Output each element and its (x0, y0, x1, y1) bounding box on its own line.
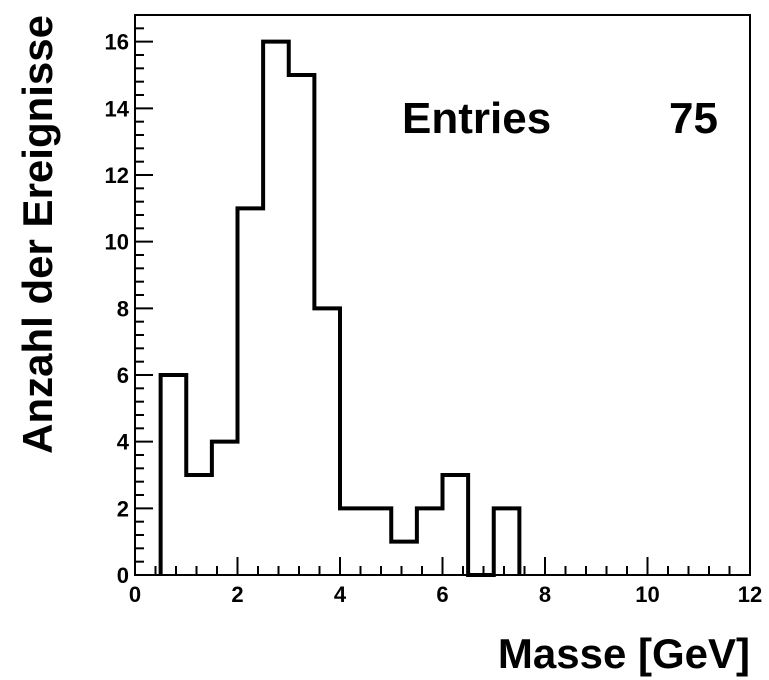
y-tick-label: 10 (105, 230, 129, 255)
y-tick-label: 14 (105, 96, 130, 121)
y-tick-label: 8 (117, 296, 129, 321)
y-axis-title: Anzahl der Ereignisse (14, 15, 61, 454)
x-tick-label: 0 (129, 582, 141, 607)
y-tick-label: 0 (117, 563, 129, 588)
histogram-series (158, 39, 522, 577)
x-tick-label: 8 (539, 582, 551, 607)
y-tick-label: 6 (117, 363, 129, 388)
x-axis-title: Masse [GeV] (498, 630, 750, 677)
y-tick-label: 16 (105, 30, 129, 55)
x-tick-label: 12 (738, 582, 762, 607)
x-tick-label: 6 (436, 582, 448, 607)
y-tick-label: 12 (105, 163, 129, 188)
stats-entries-value: 75 (669, 94, 718, 143)
plot-frame (134, 14, 751, 576)
x-tick-label: 10 (635, 582, 659, 607)
x-tick-label: 2 (231, 582, 243, 607)
y-tick-label: 4 (117, 430, 130, 455)
x-tick-label: 4 (334, 582, 347, 607)
stats-entries-label: Entries (402, 94, 551, 143)
y-tick-label: 2 (117, 496, 129, 521)
tick-labels: 0 2 4 6 8 10 12 0 2 4 6 8 10 12 14 16 (105, 30, 763, 607)
